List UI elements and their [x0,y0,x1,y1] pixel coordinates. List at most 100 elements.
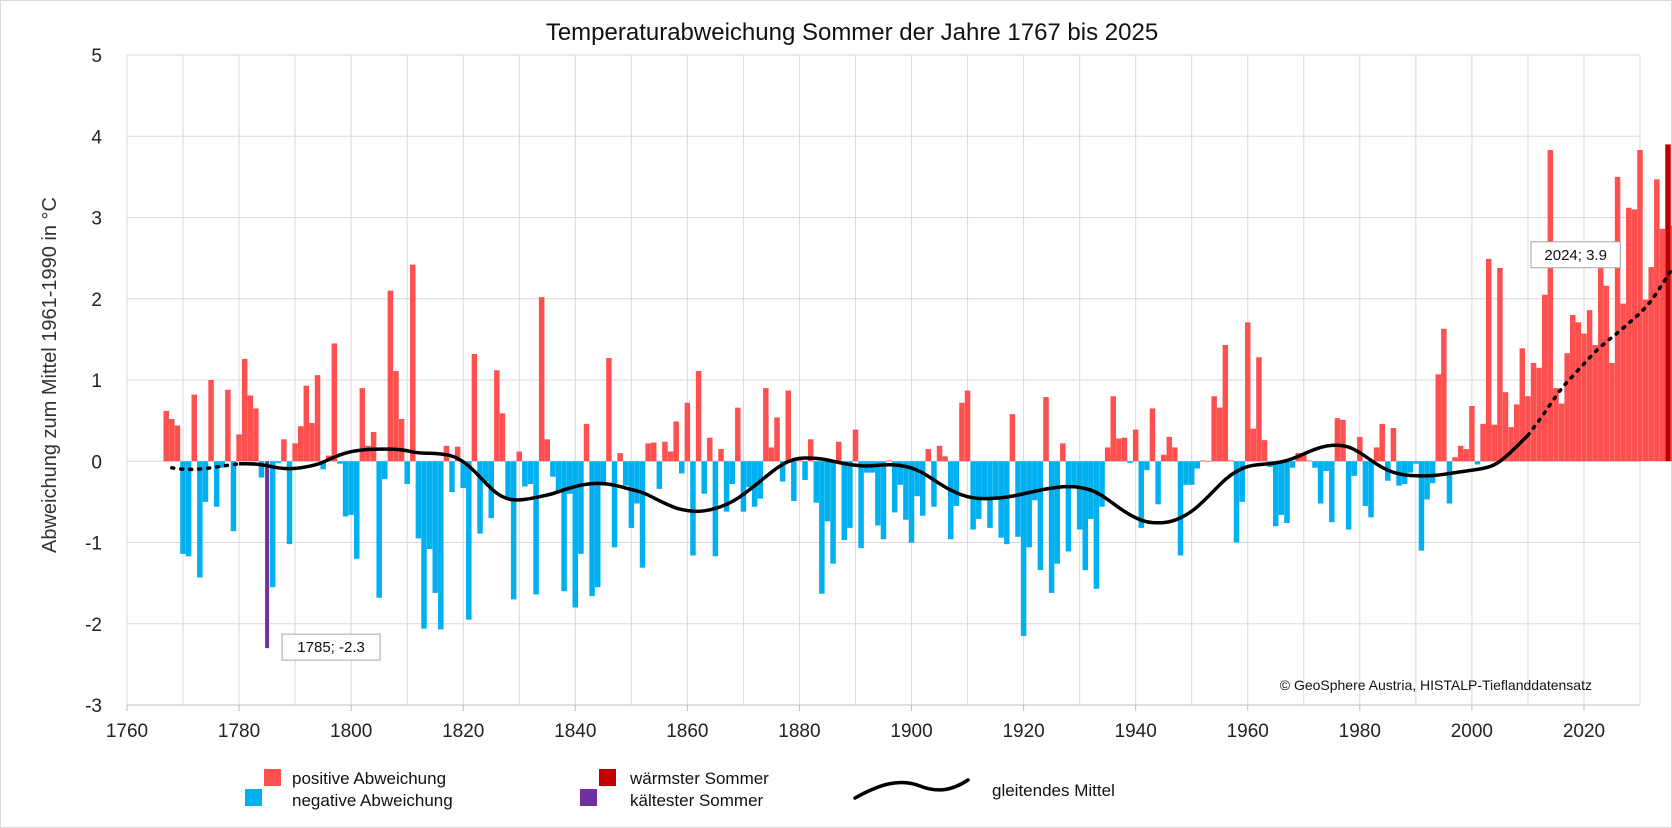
bar-1834 [538,297,545,462]
bar-1880 [796,460,803,462]
bar-1816 [438,461,444,630]
legend-swatch-coldest [580,789,597,806]
bar-1790 [292,443,298,462]
bar-1962 [1256,357,1262,462]
bar-1920 [1020,461,1027,636]
legend-label-coldest: kältester Sommer [630,791,764,810]
bar-1966 [1278,461,1285,515]
bar-1901 [914,461,920,497]
bar-2030 [1637,150,1643,462]
bar-1891 [858,461,864,549]
y-tick-label: 4 [91,127,102,148]
bar-1947 [1172,447,1178,462]
bar-1978 [1345,461,1352,530]
bar-1931 [1082,461,1088,571]
bar-1783 [253,408,259,462]
bar-1997 [1452,457,1458,462]
bar-1938 [1121,437,1128,462]
bar-1798 [337,461,343,464]
bar-1909 [959,402,965,462]
bar-2008 [1513,404,1520,462]
bar-1772 [191,394,197,462]
moving-average-dotted-end [1526,265,1672,438]
bar-2034 [1659,228,1666,462]
bar-1936 [1110,396,1116,462]
bar-1879 [791,461,797,502]
bar-2023 [1598,267,1604,462]
bar-1792 [303,385,310,462]
bar-1928 [1065,461,1072,552]
bar-1845 [600,461,607,486]
bar-2031 [1642,299,1649,462]
bar-2032 [1648,267,1654,462]
bar-1908 [953,461,960,506]
bar-1946 [1166,436,1173,462]
bar-1996 [1446,461,1453,504]
bar-1870 [740,461,747,512]
bar-1831 [522,461,528,487]
bar-1833 [533,461,539,595]
bar-1851 [634,461,640,504]
bar-1859 [679,461,685,474]
bar-1828 [505,461,511,500]
x-tick-label: 1900 [890,721,932,742]
bar-2027 [1620,303,1626,462]
bar-1844 [594,461,601,588]
annotation-label-1785: 1785; -2.3 [297,639,365,656]
bar-1887 [835,441,842,462]
annotation-box-2024 [1530,241,1621,269]
bar-1877 [779,461,786,482]
bar-1999 [1463,449,1470,462]
annotation-label-2024: 2024; 3.9 [1544,247,1607,264]
bar-2020 [1581,333,1587,462]
annotation-box-1785 [281,633,381,661]
bar-1911 [970,461,976,530]
bar-2033 [1654,179,1660,462]
legend-swatch-positive [264,769,281,786]
bar-1853 [645,443,651,462]
bar-2018 [1570,315,1576,462]
bar-1858 [673,421,679,462]
bar-1913 [981,461,988,501]
bar-1991 [1418,461,1425,551]
bar-2005 [1497,267,1503,462]
bar-1921 [1026,461,1032,548]
bars [163,144,1672,649]
bar-2010 [1525,396,1531,462]
bar-2013 [1541,294,1548,462]
bar-2025 [1609,362,1615,462]
bar-1907 [948,461,954,540]
bar-2029 [1631,209,1638,462]
bar-1992 [1424,461,1430,500]
bar-1953 [1205,461,1212,462]
bar-1874 [763,388,769,462]
bar-2015 [1553,388,1559,462]
bar-1906 [942,456,948,462]
bar-1957 [1228,460,1234,462]
bar-1973 [1317,461,1324,504]
bar-2036 [1670,225,1672,462]
bar-1774 [202,461,209,502]
bar-2000 [1469,406,1475,462]
x-tick-label: 1760 [106,721,148,742]
y-tick-label: 2 [91,290,102,311]
bar-2004 [1491,424,1498,462]
bar-1974 [1323,461,1329,471]
bar-1843 [589,461,595,597]
bar-1970 [1301,454,1307,462]
bar-1933 [1093,461,1100,589]
moving-average-line [170,265,1672,525]
bar-1876 [774,417,780,462]
bar-1786 [269,461,276,588]
bar-1769 [174,425,181,462]
bar-2003 [1485,258,1492,462]
bar-1863 [701,461,707,494]
x-tick-label: 2020 [1563,721,1605,742]
x-tick-label: 2000 [1451,721,1493,742]
bar-1935 [1104,447,1111,462]
y-tick-label: -2 [85,615,102,636]
bar-1767 [163,410,169,462]
bar-1963 [1261,440,1268,462]
bar-1930 [1076,461,1083,530]
